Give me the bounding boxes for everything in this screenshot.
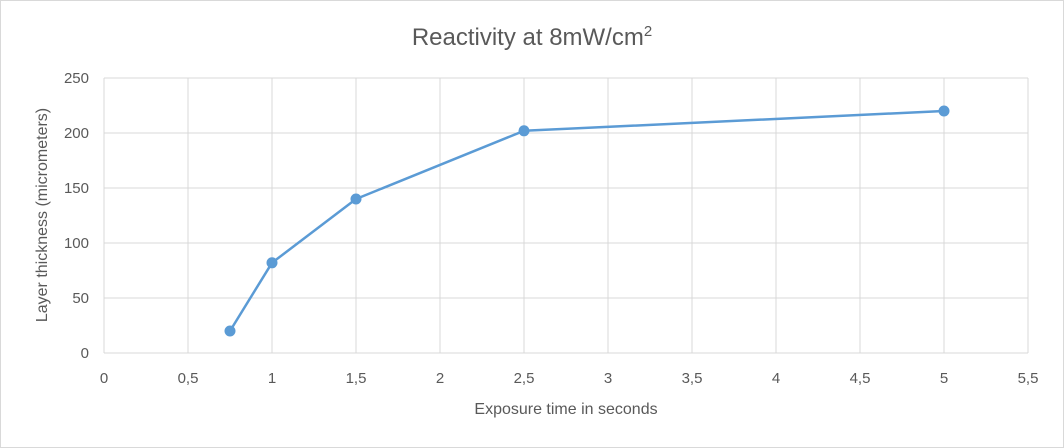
data-point (518, 125, 530, 137)
x-tick-label: 3,5 (682, 370, 703, 387)
x-axis-ticks: 0 0,5 1 1,5 2 2,5 3 3,5 4 4,5 5 5,5 (100, 370, 1039, 387)
y-tick-label: 50 (72, 290, 89, 307)
y-tick-label: 200 (64, 125, 89, 142)
chart-title: Reactivity at 8mW/cm2 (412, 23, 652, 51)
chart-title-text: Reactivity at 8mW/cm (412, 24, 644, 51)
data-point (938, 105, 950, 117)
x-tick-label: 5,5 (1018, 370, 1039, 387)
data-point (266, 257, 278, 269)
x-tick-label: 3 (604, 370, 612, 387)
x-tick-label: 0 (100, 370, 108, 387)
x-tick-label: 0,5 (178, 370, 199, 387)
y-tick-label: 100 (64, 235, 89, 252)
x-tick-label: 2,5 (514, 370, 535, 387)
y-tick-label: 150 (64, 180, 89, 197)
y-tick-label: 250 (64, 70, 89, 87)
y-axis-label: Layer thickness (micrometers) (34, 108, 51, 322)
x-tick-label: 4,5 (850, 370, 871, 387)
x-tick-label: 1 (268, 370, 276, 387)
x-tick-label: 1,5 (346, 370, 367, 387)
x-axis-label: Exposure time in seconds (474, 401, 657, 418)
data-point (350, 193, 362, 205)
x-tick-label: 4 (772, 370, 780, 387)
x-tick-label: 2 (436, 370, 444, 387)
chart-title-superscript: 2 (644, 23, 652, 40)
data-point (224, 325, 236, 337)
x-tick-label: 5 (940, 370, 948, 387)
gridlines (103, 77, 1029, 354)
y-tick-label: 0 (81, 345, 89, 362)
data-points (224, 105, 950, 337)
y-axis-ticks: 0 50 100 150 200 250 (64, 70, 89, 362)
